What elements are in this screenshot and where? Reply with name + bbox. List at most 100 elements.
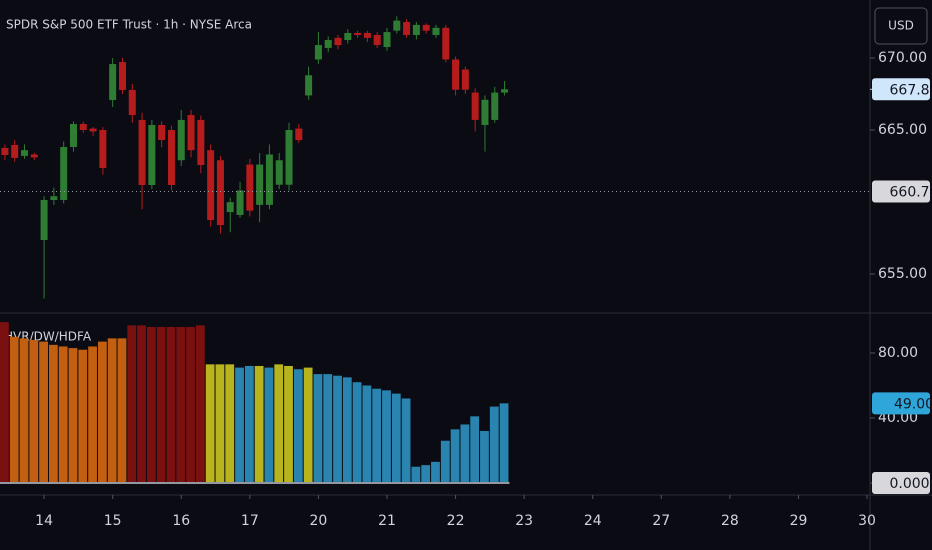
histogram-bar — [303, 367, 313, 483]
candle-body — [481, 99, 489, 125]
candle-body — [256, 164, 264, 205]
histogram-bar — [29, 339, 39, 483]
histogram-bar — [372, 388, 382, 483]
histogram-bar — [313, 374, 323, 483]
x-tick-label: 22 — [447, 513, 465, 529]
histogram-bar — [97, 341, 107, 483]
y-tick-label: 655.00 — [878, 266, 927, 282]
histogram-bar — [333, 375, 342, 483]
candle-body — [99, 130, 107, 169]
x-tick-label: 21 — [378, 513, 396, 529]
histogram-bar — [480, 430, 489, 483]
x-tick-label: 27 — [652, 513, 670, 529]
histogram-bar — [235, 367, 244, 483]
histogram-bar — [440, 440, 450, 483]
y-tick-label: 0.0000 — [890, 476, 932, 492]
candle-body — [226, 202, 234, 213]
histogram-bar — [137, 325, 146, 483]
x-tick-label: 28 — [721, 513, 739, 529]
crosshair-label-bg — [872, 180, 930, 203]
candle-body — [452, 59, 460, 90]
histogram-bar — [274, 364, 284, 483]
candle-body — [363, 32, 371, 38]
candle-body — [295, 128, 303, 141]
candle-body — [177, 119, 185, 161]
candle-body — [69, 123, 77, 147]
histogram-bar — [156, 326, 166, 483]
candle-body — [461, 69, 469, 90]
x-tick-label: 16 — [172, 513, 190, 529]
candle-body — [11, 144, 19, 158]
candle-body — [236, 190, 244, 215]
histogram-bar — [146, 326, 156, 483]
candle-body — [275, 160, 283, 185]
candle-body — [40, 199, 48, 241]
histogram-bar — [176, 326, 186, 483]
candle-body — [334, 37, 342, 46]
histogram-bar — [382, 390, 391, 483]
histogram-bar — [391, 393, 401, 483]
last-value-label: 49.00 — [894, 396, 932, 412]
histogram-bar — [68, 348, 78, 483]
candle-body — [167, 130, 175, 186]
x-tick-label: 15 — [104, 513, 122, 529]
y-tick-label: 665.00 — [878, 122, 927, 138]
candle-body — [442, 27, 450, 60]
histogram-bar — [107, 338, 117, 483]
x-tick-label: 20 — [309, 513, 327, 529]
histogram-bar — [323, 374, 333, 483]
candle-body — [324, 40, 332, 48]
histogram-bar — [39, 341, 48, 483]
histogram-bar — [58, 346, 68, 483]
last-price-label-bg — [872, 78, 930, 101]
histogram-bar — [186, 326, 195, 483]
candle-body — [197, 119, 205, 165]
histogram-bar — [0, 322, 9, 483]
candle-body — [118, 62, 126, 90]
histogram-bar — [254, 365, 264, 483]
histogram-bar — [499, 403, 509, 483]
y-tick-label-bg — [872, 471, 930, 494]
candle-body — [79, 123, 87, 131]
histogram-bar — [401, 398, 411, 483]
histogram-bar — [244, 365, 254, 483]
candle-body — [305, 75, 313, 96]
candle-body — [403, 22, 411, 35]
histogram-bar — [460, 424, 470, 483]
candle-body — [285, 130, 293, 185]
histogram-bar — [362, 385, 372, 483]
histogram-bar — [352, 382, 362, 483]
candle-body — [491, 92, 499, 120]
histogram-bar — [166, 326, 176, 483]
y-tick-label: 670.00 — [878, 50, 927, 66]
histogram-bar — [19, 338, 29, 483]
candle-body — [1, 148, 9, 156]
candle-body — [50, 196, 58, 200]
crosshair-label: 660.73 — [890, 184, 932, 200]
candle-body — [216, 160, 224, 226]
candle-body — [354, 32, 362, 35]
last-value-label-bg — [872, 392, 930, 415]
candle-body — [373, 34, 381, 46]
candle-body — [109, 64, 117, 101]
candle-body — [30, 154, 38, 158]
candle-body — [314, 45, 322, 60]
candle-body — [412, 24, 420, 35]
candle-body — [89, 128, 97, 132]
candle-body — [128, 89, 136, 116]
candle-body — [20, 150, 28, 156]
candle-body — [344, 32, 352, 41]
candle-body — [246, 164, 254, 211]
x-tick-label: 29 — [790, 513, 808, 529]
histogram-bar — [88, 346, 97, 483]
candle-body — [158, 124, 166, 140]
histogram-bar — [225, 364, 235, 483]
currency-label[interactable]: USD — [888, 19, 914, 33]
x-tick-label: 17 — [241, 513, 259, 529]
currency-button[interactable] — [874, 7, 928, 45]
candle-body — [138, 119, 146, 186]
chart-title: SPDR S&P 500 ETF Trust · 1h · NYSE Arca — [6, 18, 252, 32]
histogram-bar — [411, 466, 421, 483]
y-tick-label: 80.00 — [878, 345, 918, 361]
candle-body — [422, 24, 430, 31]
